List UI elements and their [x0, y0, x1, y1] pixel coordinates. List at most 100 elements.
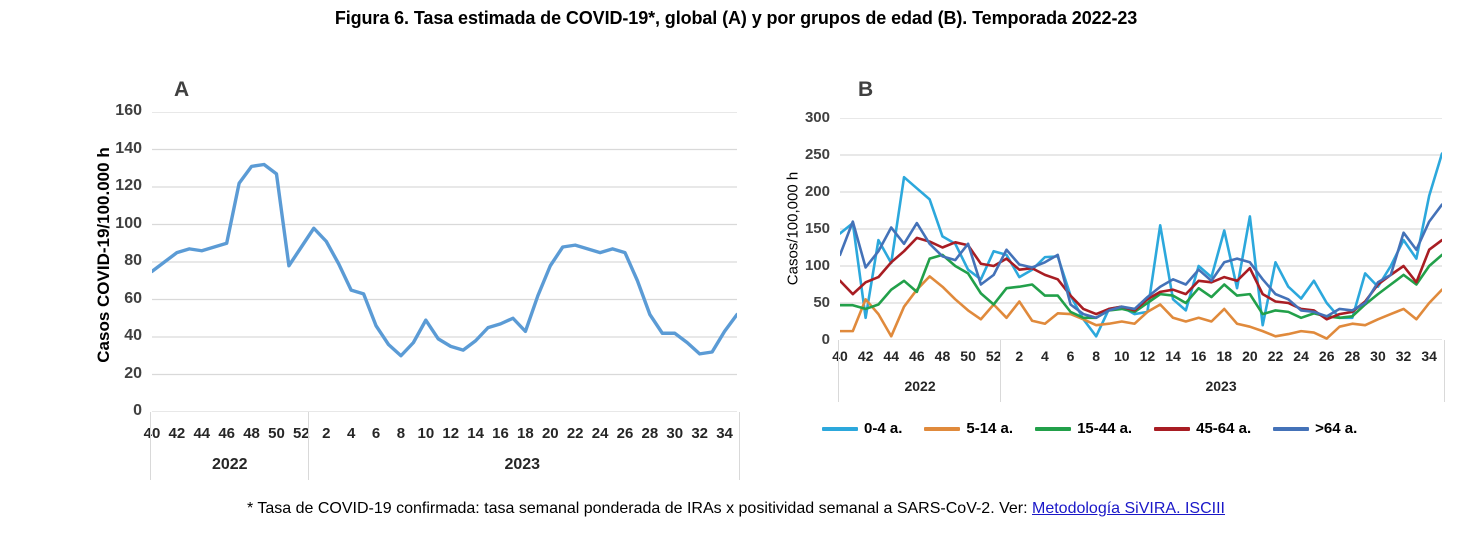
x-tick-label: 50 — [268, 425, 285, 442]
x-tick-label: 24 — [1293, 348, 1309, 364]
x-tick-label: 2 — [1015, 348, 1024, 364]
x-tick-label: 32 — [691, 425, 708, 442]
axis-group-divider — [307, 412, 309, 480]
x-tick-label: 4 — [346, 425, 356, 442]
x-tick-label: 40 — [143, 425, 161, 442]
x-tick-label: 48 — [243, 425, 260, 442]
x-tick-label: 12 — [1139, 348, 1156, 364]
axis-group-divider — [838, 340, 839, 402]
panel-a-plot — [152, 112, 737, 412]
footnote-text: * Tasa de COVID-19 confirmada: tasa sema… — [247, 500, 1032, 517]
panel-a: A Casos COVID-19/100.000 h 0 20 40 60 80 100 1… — [60, 60, 760, 500]
y-tick-label: 160 — [115, 102, 142, 119]
legend-label: >64 a. — [1315, 420, 1358, 437]
panel-b-legend: 0-4 a. 5-14 a. 15-44 a. 45-64 a. >64 a. — [822, 420, 1357, 437]
x-tick-label: 28 — [1344, 348, 1361, 364]
legend-color-swatch — [1273, 426, 1310, 431]
y-tick-label: 200 — [804, 183, 830, 200]
legend-item-0-4-a-[interactable]: 0-4 a. — [822, 420, 902, 437]
x-tick-label: 48 — [934, 348, 951, 364]
x-tick-label: 2 — [322, 425, 331, 442]
x-tick-label: 22 — [566, 425, 584, 442]
legend-color-swatch — [1035, 426, 1072, 431]
x-tick-label: 34 — [716, 425, 733, 442]
series-line--64-a- — [840, 203, 1442, 320]
axis-group-divider — [1444, 340, 1445, 402]
y-tick-label: 60 — [124, 289, 142, 307]
legend-item-5-14-a-[interactable]: 5-14 a. — [924, 420, 1013, 437]
x-tick-label: 14 — [467, 425, 484, 442]
legend-item--64-a-[interactable]: >64 a. — [1273, 420, 1357, 437]
x-tick-label: 26 — [1318, 348, 1335, 364]
figure-footnote: * Tasa de COVID-19 confirmada: tasa sema… — [0, 500, 1472, 518]
legend-color-swatch — [924, 426, 961, 431]
legend-label: 0-4 a. — [864, 420, 903, 437]
x-tick-label: 8 — [1092, 348, 1101, 364]
legend-color-swatch — [822, 426, 858, 431]
x-tick-label: 24 — [591, 425, 609, 442]
x-tick-label: 32 — [1395, 348, 1412, 364]
x-tick-label: 16 — [1190, 348, 1207, 364]
x-tick-label: 44 — [193, 425, 211, 442]
x-tick-label: 52 — [293, 425, 310, 442]
y-tick-label: 80 — [124, 252, 142, 269]
x-tick-label: 46 — [218, 425, 236, 442]
series-line-45-64-a- — [840, 236, 1442, 321]
x-tick-label: 18 — [1216, 348, 1233, 364]
x-tick-label: 46 — [909, 348, 925, 364]
x-tick-label: 34 — [1421, 348, 1437, 364]
panel-b-chart-svg — [840, 118, 1442, 340]
x-tick-label: 12 — [442, 425, 460, 442]
y-tick-label: 20 — [124, 364, 142, 382]
x-tick-label: 10 — [1113, 348, 1130, 364]
x-tick-label: 20 — [541, 425, 559, 442]
x-tick-label: 30 — [1370, 348, 1386, 364]
footnote-link[interactable]: Metodología SiVIRA. ISCIII — [1032, 500, 1225, 517]
x-tick-label: 4 — [1041, 348, 1049, 364]
legend-label: 15-44 a. — [1077, 420, 1133, 437]
y-tick-label: 120 — [115, 177, 142, 194]
legend-label: 5-14 a. — [966, 420, 1014, 437]
panel-b-letter: B — [858, 78, 874, 101]
panel-b: B Casos/100,000 h 0 50 100 150 200 250 300 40 4… — [760, 60, 1460, 500]
x-tick-label: 18 — [517, 425, 534, 442]
x-tick-label: 6 — [1066, 348, 1075, 364]
legend-item-15-44-a-[interactable]: 15-44 a. — [1035, 420, 1132, 437]
axis-group-divider — [150, 412, 151, 480]
y-tick-label: 40 — [124, 327, 142, 344]
figure-title: Figura 6. Tasa estimada de COVID-19*, gl… — [334, 8, 1138, 28]
y-tick-label: 300 — [804, 109, 830, 126]
x-tick-label: 42 — [168, 425, 186, 442]
panel-a-chart-svg — [152, 112, 737, 412]
x-tick-label: 30 — [666, 425, 684, 442]
x-tick-label: 40 — [832, 348, 848, 364]
x-tick-label: 20 — [1242, 348, 1258, 364]
y-tick-label: 0 — [821, 331, 830, 348]
y-tick-label: 140 — [115, 139, 142, 157]
legend-color-swatch — [1154, 426, 1191, 431]
series-line-15-44-a- — [840, 253, 1442, 320]
x-tick-label: 52 — [985, 348, 1002, 364]
x-tick-label: 28 — [641, 425, 659, 442]
panel-b-plot — [840, 118, 1442, 340]
y-tick-label: 0 — [133, 402, 142, 419]
x-axis-group-label: 2022 — [211, 456, 248, 473]
x-tick-label: 42 — [857, 348, 874, 364]
x-tick-label: 44 — [883, 348, 899, 364]
x-axis-group-label: 2022 — [904, 378, 936, 394]
series-line-global — [152, 162, 737, 358]
y-tick-label: 100 — [115, 214, 142, 232]
y-tick-label: 50 — [813, 294, 830, 311]
axis-group-divider — [1000, 340, 1002, 402]
series-line-5-14-a- — [840, 275, 1442, 340]
legend-item-45-64-a-[interactable]: 45-64 a. — [1154, 420, 1251, 437]
axis-group-divider — [739, 412, 740, 480]
x-tick-label: 14 — [1165, 348, 1181, 364]
x-tick-label: 6 — [371, 425, 381, 442]
x-tick-label: 16 — [492, 425, 509, 442]
y-tick-label: 100 — [804, 257, 830, 274]
x-tick-label: 26 — [616, 425, 634, 442]
panel-a-letter: A — [174, 78, 190, 101]
x-tick-label: 22 — [1267, 348, 1284, 364]
